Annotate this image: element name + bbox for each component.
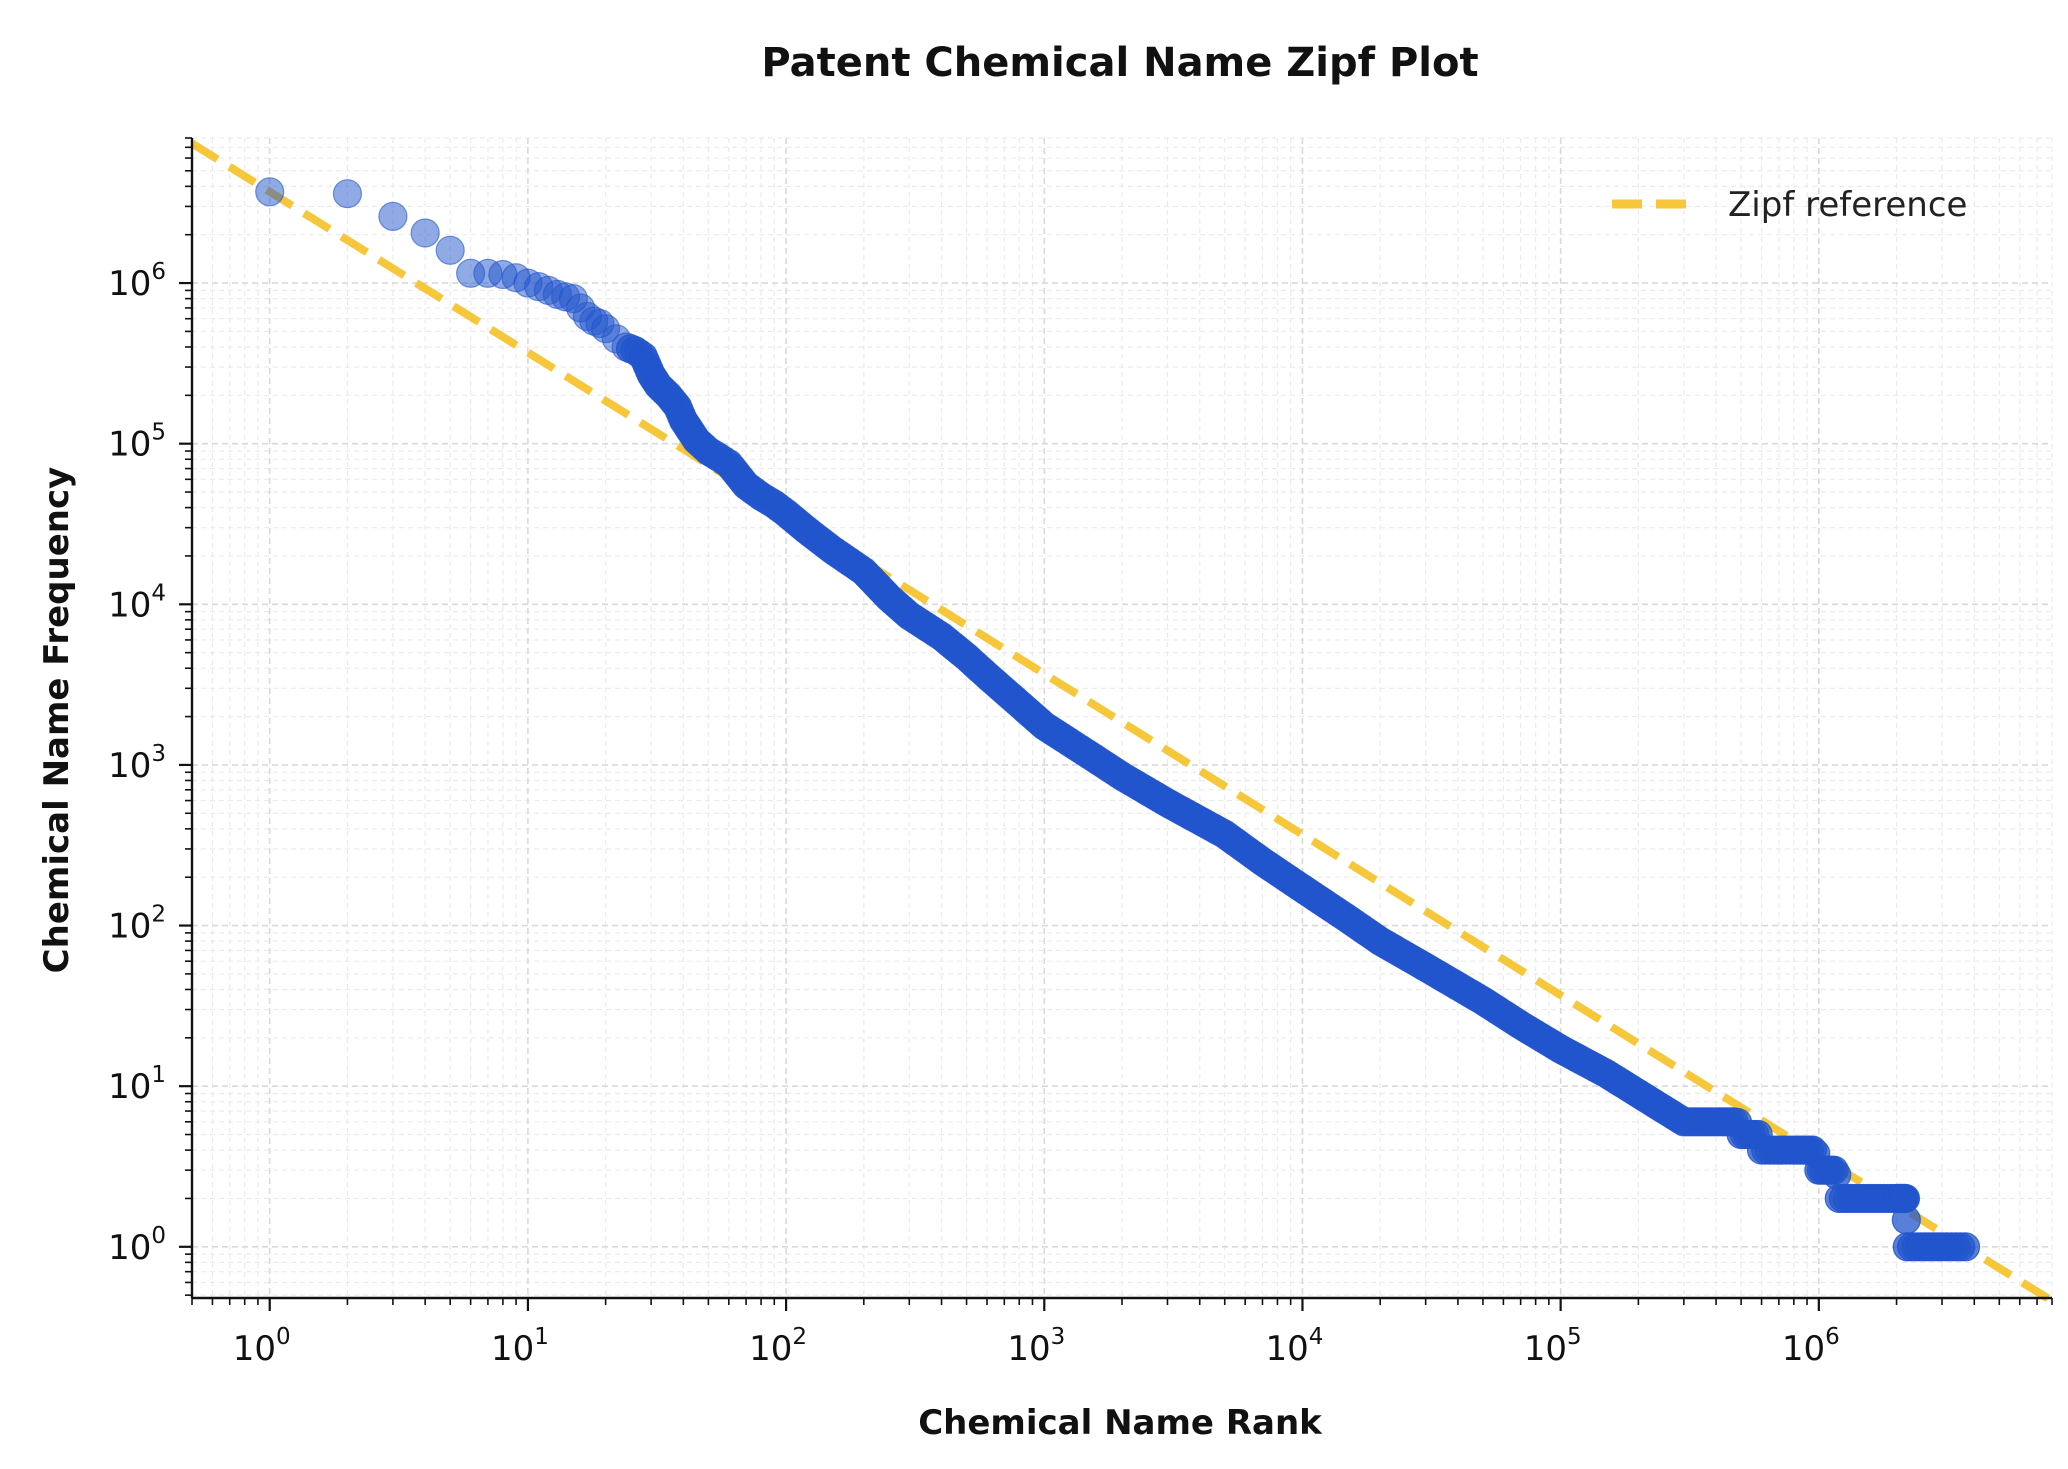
reference-line-layer — [189, 140, 2055, 1305]
scatter-points-layer — [255, 177, 1981, 1262]
x-tick-label: 105 — [1524, 1324, 1582, 1369]
legend-label-zipf-reference: Zipf reference — [1728, 185, 1967, 225]
scatter-point — [410, 218, 440, 248]
scatter-point — [1891, 1205, 1921, 1235]
grid-minor — [191, 137, 2053, 1298]
y-tick-label: 106 — [108, 259, 166, 304]
y-axis-label: Chemical Name Frequency — [37, 467, 77, 974]
y-tick-label: 105 — [108, 420, 166, 465]
y-tick-label: 104 — [108, 580, 166, 625]
scatter-point — [1950, 1232, 1981, 1262]
scatter-point — [378, 201, 408, 232]
x-tick-label: 106 — [1782, 1324, 1840, 1369]
x-tick-label: 104 — [1266, 1324, 1324, 1369]
chart-title: Patent Chemical Name Zipf Plot — [761, 40, 1478, 86]
y-tick-label: 100 — [108, 1223, 166, 1268]
tick-labels-layer: 100 101 102 103 104 105 106 100 101 102 103 104 105 1… — [108, 259, 1840, 1369]
ticks-layer — [179, 137, 2053, 1311]
x-tick-label: 103 — [1007, 1324, 1065, 1369]
legend: Zipf reference — [1612, 185, 1967, 225]
scatter-point — [332, 179, 363, 209]
scatter-point — [435, 235, 465, 265]
y-tick-label: 101 — [108, 1062, 166, 1107]
x-tick-label: 102 — [749, 1324, 807, 1369]
x-tick-label: 101 — [491, 1324, 549, 1369]
zipf-reference-line — [189, 140, 2055, 1305]
x-axis-label: Chemical Name Rank — [918, 1403, 1323, 1443]
x-tick-label: 100 — [233, 1324, 291, 1369]
scatter-point — [255, 177, 285, 207]
y-tick-label: 102 — [108, 902, 166, 947]
y-tick-label: 103 — [108, 741, 166, 786]
